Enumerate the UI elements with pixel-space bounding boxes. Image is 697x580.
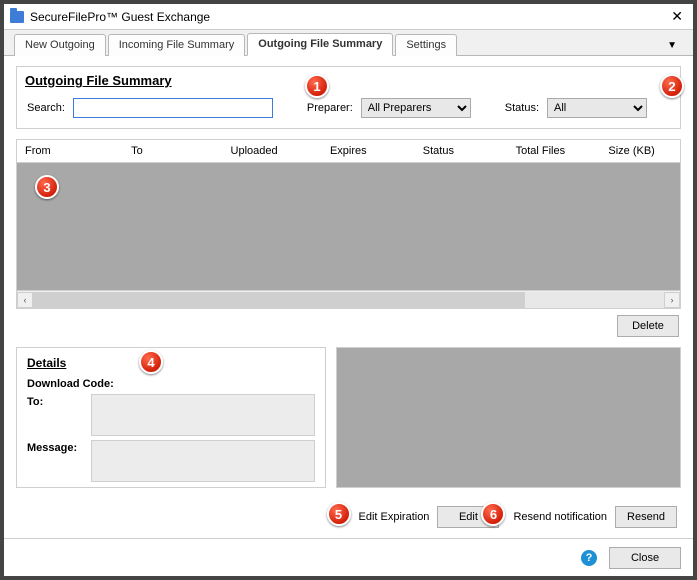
- col-to[interactable]: To: [123, 140, 222, 163]
- resend-notification-label: Resend notification: [513, 511, 607, 523]
- message-textarea[interactable]: [91, 440, 315, 482]
- content-area: Outgoing File Summary Search: Preparer: …: [4, 56, 693, 538]
- action-row: 5 Edit Expiration Edit 6 Resend notifica…: [16, 498, 681, 528]
- tab-new-outgoing[interactable]: New Outgoing: [14, 34, 106, 56]
- details-title: Details: [27, 356, 315, 370]
- status-select[interactable]: All: [547, 98, 647, 118]
- close-button[interactable]: Close: [609, 547, 681, 569]
- resend-button[interactable]: Resend: [615, 506, 677, 528]
- summary-panel: Outgoing File Summary Search: Preparer: …: [16, 66, 681, 129]
- col-uploaded[interactable]: Uploaded: [223, 140, 322, 163]
- app-window: SecureFilePro™ Guest Exchange ✕ New Outg…: [0, 0, 697, 580]
- download-code-label: Download Code:: [27, 378, 315, 390]
- callout-badge-3: 3: [35, 175, 59, 199]
- scroll-track[interactable]: [33, 292, 664, 308]
- delete-button[interactable]: Delete: [617, 315, 679, 337]
- help-icon[interactable]: ?: [581, 550, 597, 566]
- scroll-right-icon[interactable]: ›: [664, 292, 680, 308]
- to-label: To:: [27, 394, 85, 408]
- preview-area: [336, 347, 681, 488]
- table-header-row: From To Uploaded Expires Status Total Fi…: [17, 140, 680, 163]
- tab-settings[interactable]: Settings: [395, 34, 457, 56]
- tab-overflow-icon[interactable]: ▼: [661, 36, 683, 55]
- preparer-label: Preparer:: [307, 102, 353, 114]
- table-section: From To Uploaded Expires Status Total Fi…: [16, 139, 681, 337]
- horizontal-scrollbar[interactable]: ‹ ›: [17, 290, 680, 308]
- col-status[interactable]: Status: [415, 140, 508, 163]
- callout-badge-5: 5: [327, 502, 351, 526]
- to-textarea[interactable]: [91, 394, 315, 436]
- close-icon[interactable]: ✕: [667, 8, 687, 25]
- search-input[interactable]: [73, 98, 273, 118]
- bottom-section: Details Download Code: To: Message: 4: [16, 347, 681, 488]
- tab-incoming-summary[interactable]: Incoming File Summary: [108, 34, 246, 56]
- status-label: Status:: [505, 102, 539, 114]
- details-panel: Details Download Code: To: Message: 4: [16, 347, 326, 488]
- summary-title: Outgoing File Summary: [25, 73, 172, 88]
- col-from[interactable]: From: [17, 140, 123, 163]
- message-label: Message:: [27, 440, 85, 454]
- tabstrip: New Outgoing Incoming File Summary Outgo…: [4, 30, 693, 56]
- titlebar: SecureFilePro™ Guest Exchange ✕: [4, 4, 693, 30]
- search-label: Search:: [27, 102, 65, 114]
- scroll-left-icon[interactable]: ‹: [17, 292, 33, 308]
- edit-button[interactable]: Edit: [437, 506, 499, 528]
- col-size[interactable]: Size (KB): [600, 140, 680, 163]
- col-expires[interactable]: Expires: [322, 140, 415, 163]
- app-folder-icon: [10, 11, 24, 23]
- table-body-empty: 3: [17, 163, 680, 290]
- scroll-thumb[interactable]: [33, 292, 525, 308]
- footer: ? Close: [4, 538, 693, 576]
- preparer-select[interactable]: All Preparers: [361, 98, 471, 118]
- file-table: From To Uploaded Expires Status Total Fi…: [16, 139, 681, 309]
- tab-outgoing-summary[interactable]: Outgoing File Summary: [247, 33, 393, 56]
- edit-expiration-label: Edit Expiration: [359, 511, 430, 523]
- col-total-files[interactable]: Total Files: [508, 140, 601, 163]
- window-title: SecureFilePro™ Guest Exchange: [30, 10, 667, 24]
